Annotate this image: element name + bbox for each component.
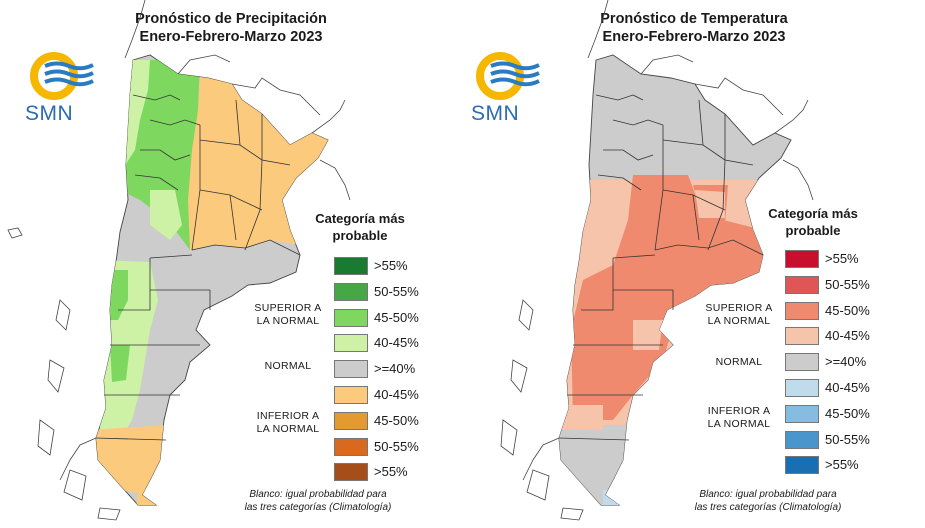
title-line-2: Enero-Febrero-Marzo 2023 [139,29,323,45]
legend-label: 40-45% [825,328,870,344]
smn-logo: SMN [25,52,95,132]
legend-label: 45-50% [374,309,419,325]
legend-swatch [785,404,819,423]
temp-categories [559,175,773,505]
temperature-map [500,0,814,521]
category-superior-label: SUPERIOR A LA NORMAL [254,302,322,327]
legend-label: 45-50% [825,405,870,421]
legend-swatch [334,386,368,404]
temperature-panel: Pronóstico de Temperatura Enero-Febrero-… [463,0,925,528]
smn-logo: SMN [471,52,541,132]
legend-swatch [334,360,368,379]
precipitation-map [7,0,351,521]
legend-swatch [785,456,819,475]
legend-label: 40-45% [374,335,419,351]
legend-title: Categoría más probable [315,211,405,243]
legend-swatch [785,275,819,294]
category-normal-label: NORMAL [264,360,312,372]
title-line-1: Pronóstico de Precipitación [135,11,327,27]
title-line-1: Pronóstico de Temperatura [600,11,788,27]
legend-swatch [785,430,819,449]
legend-swatch [785,327,819,346]
title-line-2: Enero-Febrero-Marzo 2023 [602,29,786,45]
climatology-note: Blanco: igual probabilidad para las tres… [244,489,392,513]
temperature-title: Pronóstico de Temperatura Enero-Febrero-… [463,10,925,46]
category-inferior-label: INFERIOR A LA NORMAL [256,410,320,435]
legend-swatch [334,282,368,301]
legend-label: 50-55% [374,283,419,299]
legend-swatch [334,411,368,430]
legend-label: 50-55% [374,438,419,454]
smn-logo-text: SMN [471,102,520,125]
precipitation-panel: Pronóstico de Precipitación Enero-Febrer… [0,0,462,528]
legend-swatch [334,463,368,482]
climatology-note: Blanco: igual probabilidad para las tres… [694,489,842,513]
category-superior-label: SUPERIOR A LA NORMAL [705,302,773,327]
legend-label: 50-55% [825,276,870,292]
legend-label: 45-50% [825,302,870,318]
legend-swatch [785,250,819,268]
province-borders [558,94,764,441]
category-normal-label: NORMAL [715,356,763,368]
smn-logo-text: SMN [25,102,74,125]
legend-label: >55% [374,258,408,273]
legend-swatch [785,353,819,372]
legend-label: >55% [825,457,859,473]
province-borders [95,94,301,441]
precipitation-title: Pronóstico de Precipitación Enero-Febrer… [0,10,462,46]
legend-swatch [334,334,368,353]
category-inferior-label: INFERIOR A LA NORMAL [707,405,771,430]
legend-label: >55% [825,251,859,266]
legend-title: Categoría más probable [768,206,858,238]
legend-label: >=40% [825,354,867,370]
legend-swatch [334,437,368,456]
legend-label: 50-55% [825,431,870,447]
legend-label: 45-50% [374,412,419,428]
neighbor-borders [7,0,351,521]
legend-swatch [334,257,368,275]
smn-logo-icon [476,52,540,100]
legend-label: >55% [374,464,408,480]
smn-logo-icon [30,52,94,100]
legend-swatch [785,301,819,320]
legend-label: 40-45% [825,380,870,395]
neighbor-borders [500,0,814,521]
legend-label: 40-45% [374,387,419,402]
legend-label: >=40% [374,361,416,377]
legend-swatch [334,308,368,327]
legend-swatch [785,379,819,397]
